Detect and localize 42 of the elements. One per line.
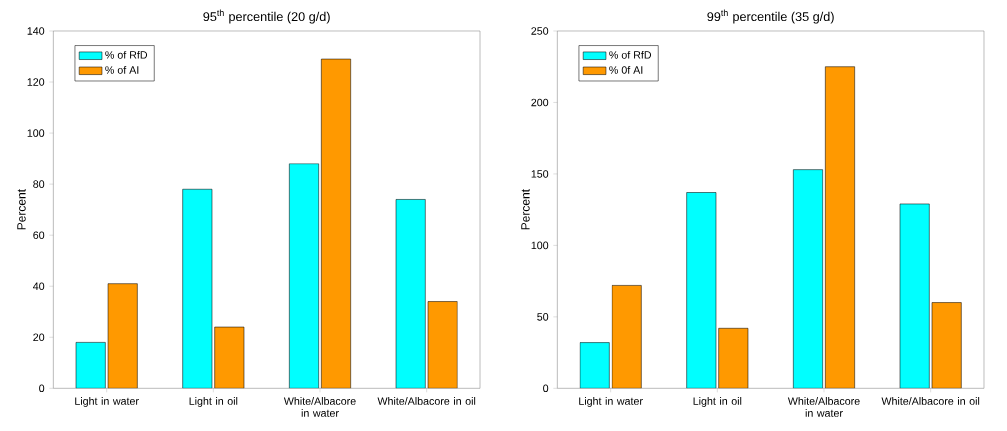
- y-axis-title: Percent: [17, 189, 26, 230]
- y-tick-label: 250: [531, 27, 549, 35]
- bar: [427, 301, 458, 389]
- x-tick-label: Light in water: [75, 397, 139, 407]
- bar: [793, 169, 823, 389]
- y-tick-label: 150: [531, 170, 549, 178]
- y-tick-label: 100: [531, 241, 549, 250]
- y-tick-label: 140: [27, 27, 45, 35]
- bar: [825, 66, 855, 389]
- legend-label: % of RfD: [105, 50, 148, 59]
- legend-label: % of AI: [105, 65, 139, 74]
- y-tick-label: 200: [531, 98, 549, 107]
- bar: [182, 188, 213, 389]
- y-tick-label: 120: [27, 78, 45, 86]
- y-tick-label: 20: [33, 333, 45, 342]
- x-tick-label: White/Albacore in oil: [881, 397, 980, 405]
- x-tick-label: White/Albacore in water: [787, 397, 860, 417]
- bar: [214, 326, 245, 389]
- bar: [289, 163, 319, 389]
- legend-label: % of RfD: [609, 50, 652, 59]
- x-tick-label: Light in oil: [693, 397, 742, 407]
- y-tick-label: 40: [33, 282, 45, 290]
- chart-title: 99$^{th}$ percentile (35 g/d): [707, 9, 834, 24]
- x-tick-label: Light in water: [579, 397, 643, 407]
- y-tick-label: 80: [33, 180, 45, 188]
- y-tick-label: 0: [543, 384, 549, 393]
- y-tick-label: 60: [33, 231, 45, 239]
- x-tick-label: Light in oil: [189, 397, 238, 407]
- bar: [611, 285, 642, 389]
- bar: [395, 199, 426, 389]
- y-tick-label: 50: [537, 313, 549, 321]
- bar: [579, 342, 610, 389]
- bar: [107, 283, 138, 389]
- x-tick-label: White/Albacore in water: [283, 397, 356, 417]
- legend-label: % 0f AI: [609, 65, 643, 74]
- x-tick-label: White/Albacore in oil: [377, 397, 476, 405]
- y-axis-title: Percent: [521, 189, 530, 230]
- bar: [321, 58, 351, 389]
- bar: [75, 342, 106, 389]
- chart-title: 95$^{th}$ percentile (20 g/d): [203, 9, 330, 24]
- y-tick-label: 0: [39, 384, 45, 393]
- y-tick-label: 100: [27, 129, 45, 137]
